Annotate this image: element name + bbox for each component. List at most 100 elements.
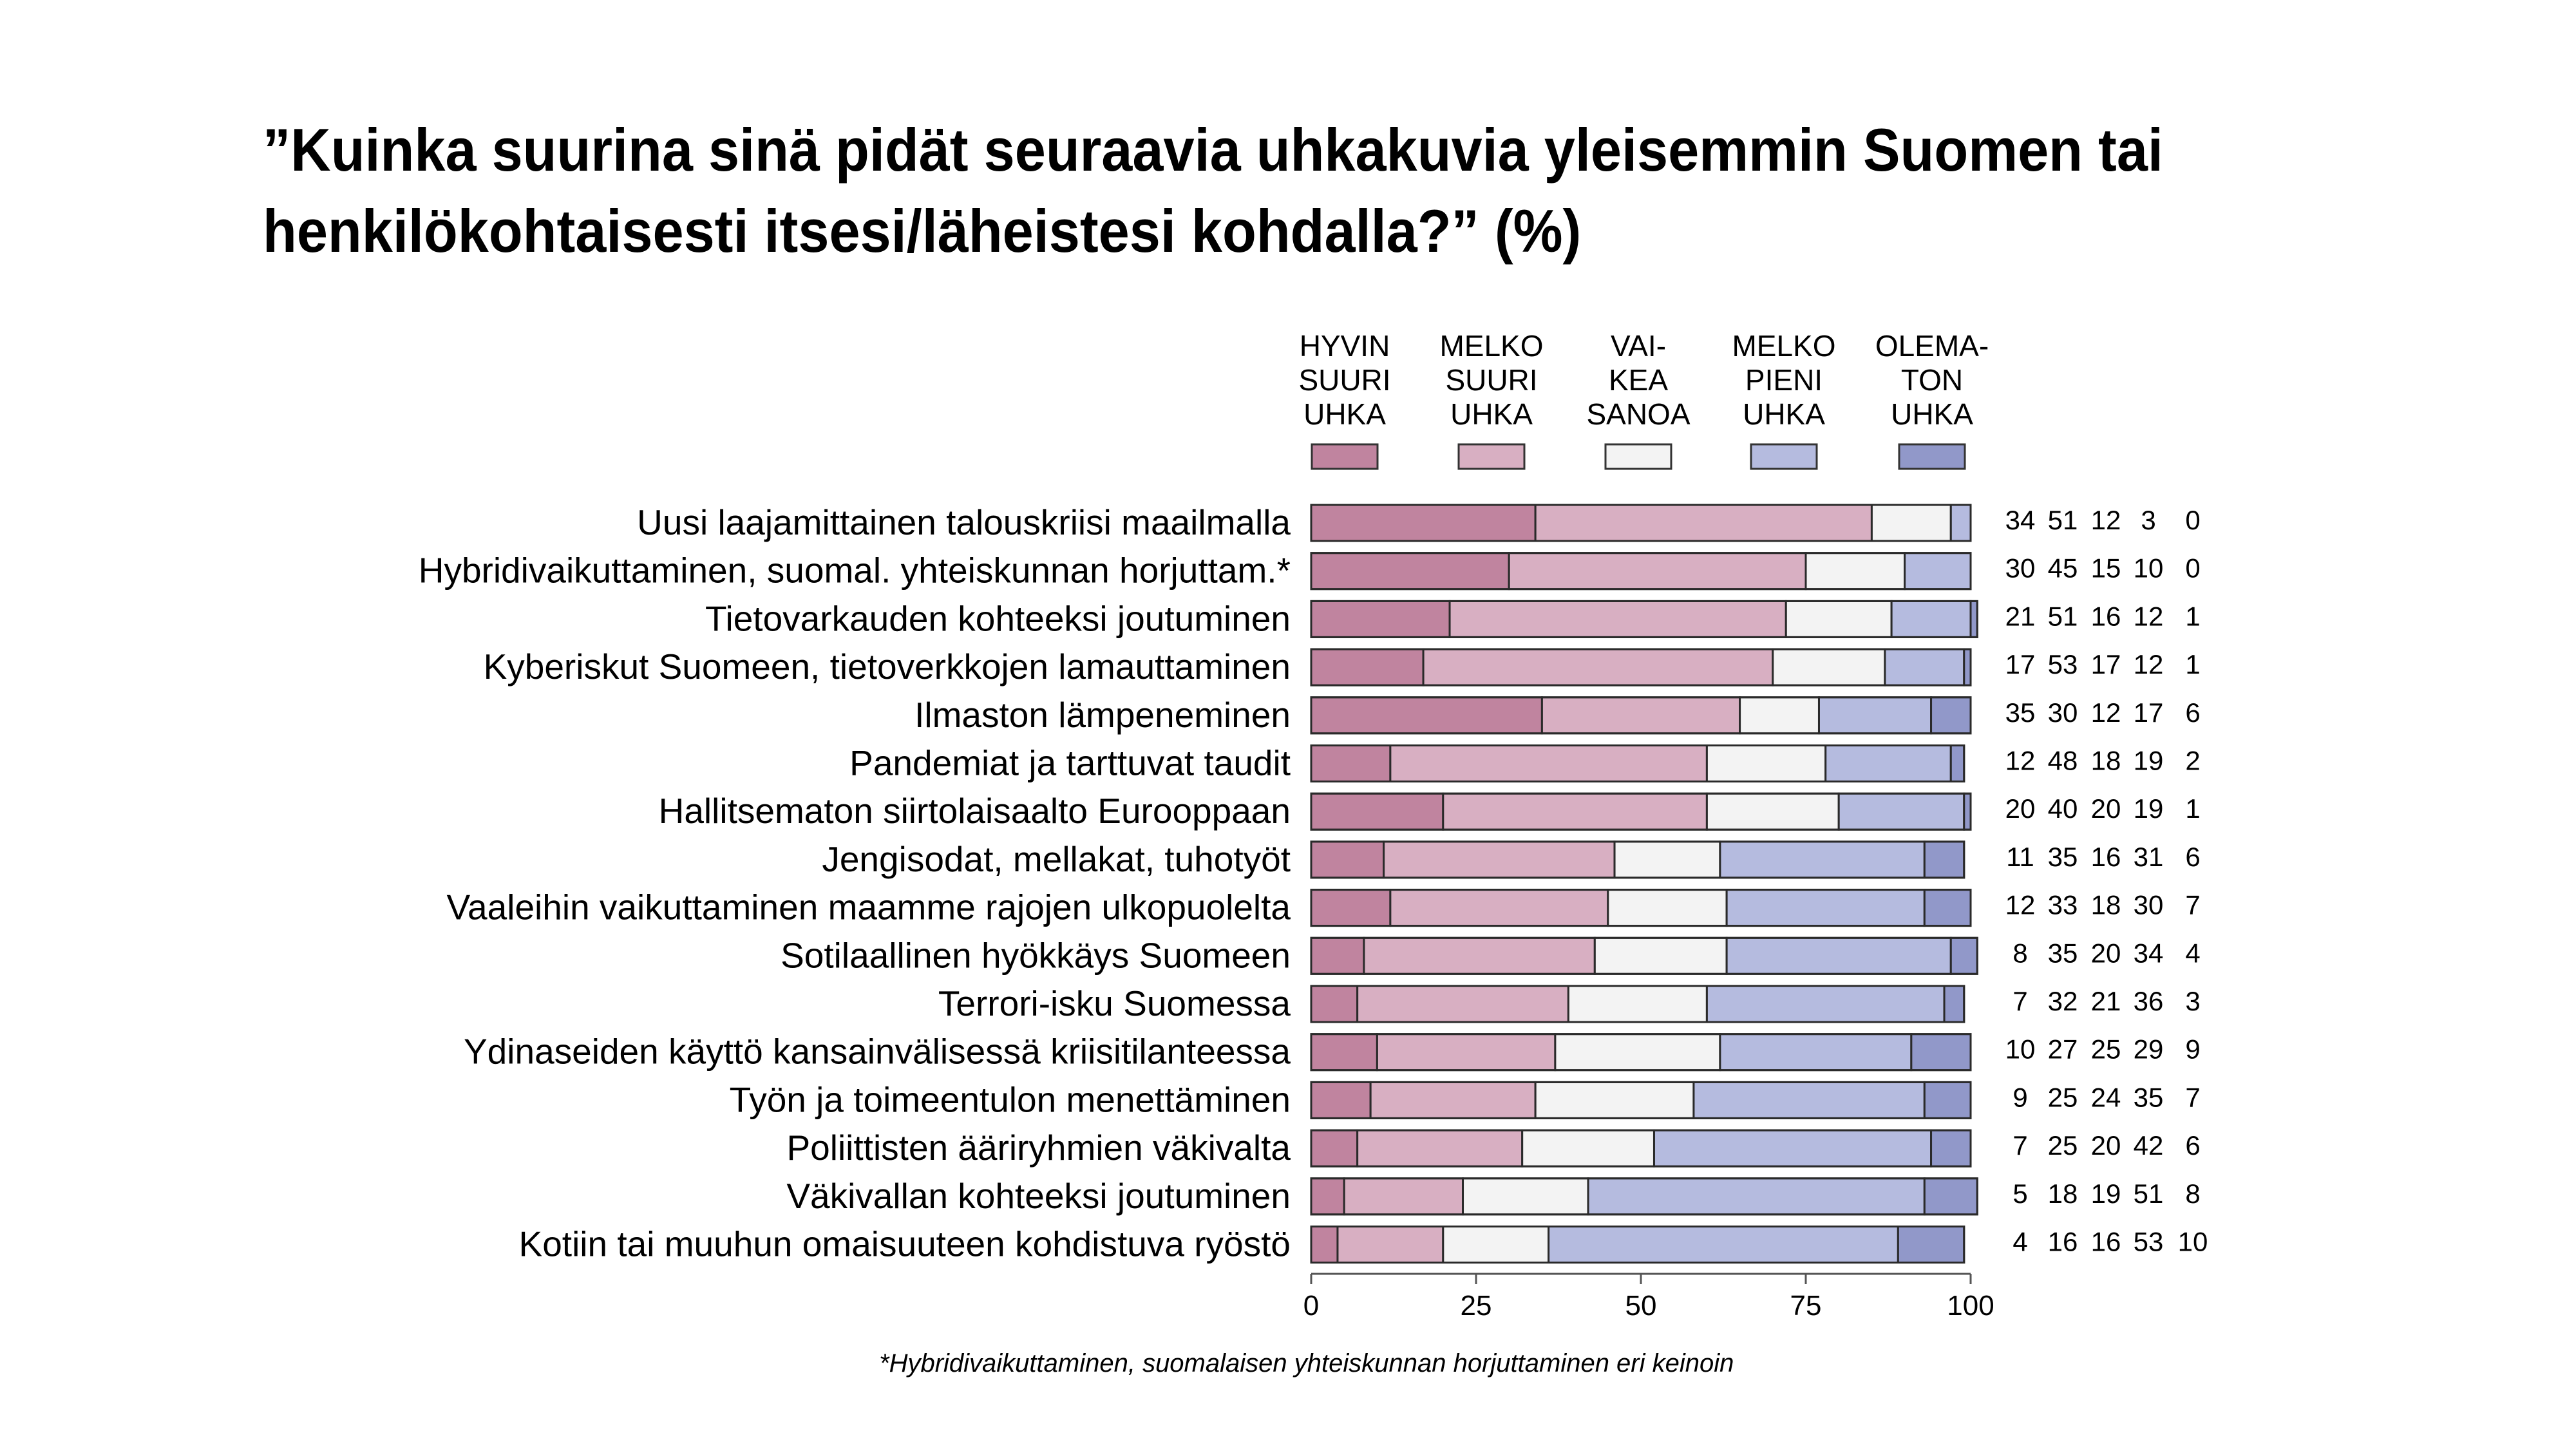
bar-segment (1923, 889, 1972, 927)
value-label: 36 (2134, 986, 2164, 1016)
category-label: Kotiin tai muuhun omaisuuteen kohdistuva… (519, 1224, 1291, 1264)
legend-swatch-4 (1898, 443, 1966, 470)
value-label: 2 (2185, 746, 2200, 776)
bar-segment (1508, 552, 1807, 591)
value-label: 34 (2005, 505, 2036, 535)
bar-outline (1310, 936, 1978, 975)
category-label: Tietovarkauden kohteeksi joutuminen (705, 598, 1291, 638)
bar-outline (1310, 1177, 1978, 1216)
bar-outline (1310, 696, 1972, 735)
category-label: Ilmaston lämpeneminen (914, 695, 1291, 735)
value-label: 35 (2134, 1082, 2164, 1112)
bar-segment (1422, 648, 1774, 687)
legend-label-4-2: UHKA (1891, 397, 1973, 431)
value-label: 40 (2048, 793, 2078, 824)
bar-segment (1963, 648, 1972, 687)
value-label: 20 (2091, 793, 2121, 824)
bar-segment (1725, 889, 1926, 927)
legend-label-4-0: OLEMA- (1875, 329, 1989, 363)
x-tick-label: 100 (1947, 1290, 1994, 1321)
bar-segment (1949, 936, 1978, 975)
bar-segment (1383, 840, 1616, 879)
value-labels: 34 51 12 3 030 45 15 10 021 51 16 12 117 53 17 12 135 30 1… (2005, 505, 2208, 1257)
value-label: 3 (2185, 986, 2200, 1016)
value-label: 35 (2048, 938, 2078, 968)
legend-label-0-1: SUURI (1298, 363, 1390, 397)
bars (1310, 504, 1978, 1264)
value-label: 25 (2048, 1130, 2078, 1160)
value-label: 16 (2091, 842, 2121, 872)
bar-segment (1837, 792, 1965, 831)
bar-segment (1930, 696, 1972, 735)
value-label: 53 (2134, 1227, 2164, 1257)
bar-segment (1587, 1177, 1926, 1216)
value-label: 7 (2185, 890, 2200, 920)
value-label: 21 (2005, 601, 2036, 631)
category-label: Sotilaallinen hyökkäys Suomeen (781, 935, 1291, 975)
bar-segment (1949, 744, 1965, 782)
value-label: 9 (2185, 1034, 2200, 1065)
value-label: 51 (2048, 601, 2078, 631)
value-label: 0 (2185, 505, 2200, 535)
value-label: 7 (2012, 1130, 2027, 1160)
value-label: 16 (2091, 1227, 2121, 1257)
chart-title: ”Kuinka suurina sinä pidät seuraavia uhk… (263, 109, 2336, 272)
bar-segment (1448, 600, 1787, 638)
value-label: 25 (2048, 1082, 2078, 1112)
value-label: 18 (2091, 890, 2121, 920)
x-tick-label: 0 (1303, 1290, 1319, 1321)
category-label: Poliittisten ääriryhmien väkivalta (786, 1128, 1291, 1168)
legend-label-3-2: UHKA (1743, 397, 1825, 431)
bar-segment (1884, 648, 1965, 687)
bar-segment (1310, 504, 1537, 542)
bar-segment (1719, 1033, 1913, 1072)
bar-segment (1567, 985, 1708, 1023)
bar-segment (1310, 840, 1385, 879)
value-label: 18 (2091, 746, 2121, 776)
bar-outline (1310, 840, 1965, 879)
value-label: 24 (2091, 1082, 2121, 1112)
value-label: 15 (2091, 553, 2121, 583)
bar-outline (1310, 648, 1972, 687)
value-label: 27 (2048, 1034, 2078, 1065)
value-label: 25 (2091, 1034, 2121, 1065)
value-label: 17 (2091, 649, 2121, 679)
value-label: 12 (2091, 505, 2121, 535)
category-label: Hybridivaikuttaminen, suomal. yhteiskunn… (419, 551, 1291, 591)
value-label: 1 (2185, 649, 2200, 679)
value-label: 30 (2048, 697, 2078, 728)
bar-outline (1310, 792, 1972, 831)
value-label: 7 (2185, 1082, 2200, 1112)
value-label: 1 (2185, 793, 2200, 824)
category-label: Vaaleihin vaikuttaminen maamme rajojen u… (446, 887, 1291, 927)
bar-segment (1356, 1129, 1524, 1168)
bar-segment (1310, 552, 1510, 591)
bar-outline (1310, 504, 1972, 542)
value-label: 16 (2091, 601, 2121, 631)
legend: HYVINSUURIUHKAMELKOSUURIUHKAVAI-KEASANOA… (1298, 329, 1989, 470)
category-label: Uusi laajamittainen talouskriisi maailma… (637, 502, 1291, 542)
legend-label-4-1: TON (1901, 363, 1963, 397)
bar-segment (1310, 889, 1392, 927)
value-label: 0 (2185, 553, 2200, 583)
bar-segment (1310, 1177, 1345, 1216)
value-label: 51 (2134, 1179, 2164, 1209)
bar-segment (1705, 985, 1946, 1023)
footnote: *Hybridivaikuttaminen, suomalaisen yhtei… (879, 1349, 1734, 1378)
value-label: 17 (2134, 697, 2164, 728)
category-label: Kyberiskut Suomeen, tietoverkkojen lamau… (484, 647, 1291, 687)
bar-segment (1356, 985, 1569, 1023)
value-label: 20 (2005, 793, 2036, 824)
bar-segment (1613, 840, 1721, 879)
value-label: 10 (2134, 553, 2164, 583)
value-label: 7 (2012, 986, 2027, 1016)
bar-outline (1310, 889, 1972, 927)
value-label: 30 (2005, 553, 2036, 583)
value-label: 20 (2091, 1130, 2121, 1160)
bar-segment (1910, 1033, 1972, 1072)
bar-segment (1389, 744, 1708, 782)
value-label: 16 (2048, 1227, 2078, 1257)
bar-segment (1963, 792, 1972, 831)
value-label: 5 (2012, 1179, 2027, 1209)
